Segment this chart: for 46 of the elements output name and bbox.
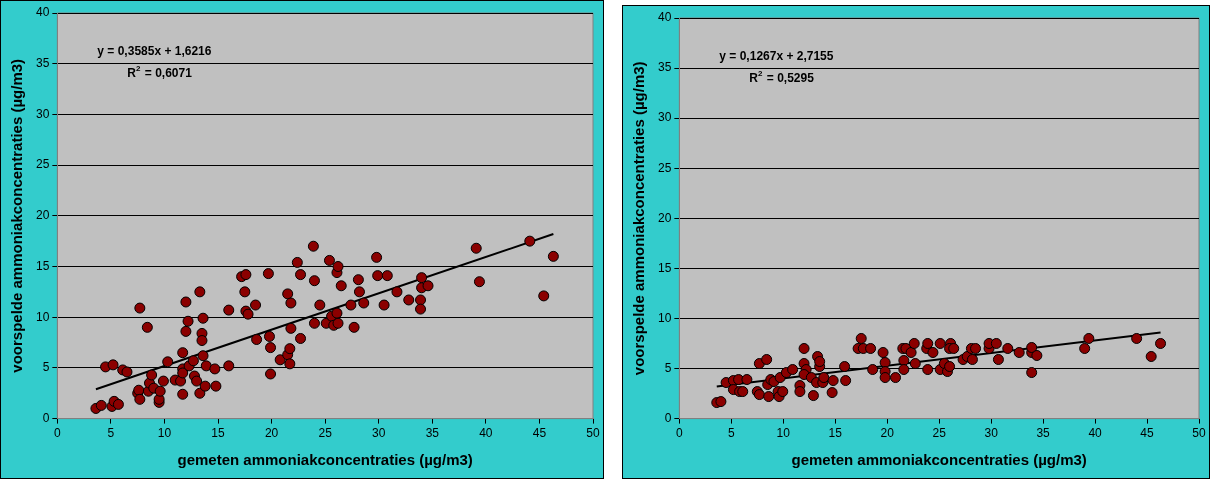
x-tick-label: 40 xyxy=(1088,426,1103,441)
x-tick-label: 0 xyxy=(676,426,683,441)
x-tick-label: 50 xyxy=(1192,426,1206,441)
x-tick-label: 25 xyxy=(318,426,333,441)
x-tick-label: 10 xyxy=(157,426,172,441)
x-tick-label: 5 xyxy=(727,426,735,441)
annotation: y = 0,1267x + 2,7155 xyxy=(719,49,834,63)
y-tick-label: 15 xyxy=(35,258,50,273)
y-tick-label: 10 xyxy=(35,309,50,324)
y-tick-label: 0 xyxy=(664,410,672,425)
x-tick-label: 35 xyxy=(425,426,440,441)
y-tick-label: 20 xyxy=(35,208,50,223)
x-tick-label: 30 xyxy=(984,426,999,441)
x-tick-label: 15 xyxy=(828,426,843,441)
x-tick-label: 45 xyxy=(532,426,547,441)
y-tick-label: 5 xyxy=(42,360,50,375)
y-tick-label: 30 xyxy=(657,110,672,125)
x-tick-label: 0 xyxy=(54,426,61,441)
x-tick-label: 20 xyxy=(880,426,895,441)
y-tick-label: 15 xyxy=(657,260,672,275)
y-tick-label: 10 xyxy=(657,310,672,325)
x-tick-label: 35 xyxy=(1036,426,1051,441)
y-tick-label: 5 xyxy=(664,360,672,375)
y-tick-label: 0 xyxy=(42,410,50,425)
x-tick-label: 20 xyxy=(264,426,279,441)
annotation: y = 0,3585x + 1,6216 xyxy=(97,44,212,58)
x-tick-label: 25 xyxy=(932,426,947,441)
y-tick-label: 25 xyxy=(657,160,672,175)
x-tick-label: 5 xyxy=(107,426,115,441)
y-tick-label: 25 xyxy=(35,157,50,172)
x-tick-label: 45 xyxy=(1140,426,1155,441)
x-tick-label: 10 xyxy=(776,426,791,441)
y-tick-label: 35 xyxy=(35,56,50,71)
x-tick-label: 15 xyxy=(211,426,226,441)
x-tick-label: 40 xyxy=(479,426,493,441)
y-tick-label: 35 xyxy=(657,60,672,75)
y-tick-label: 40 xyxy=(657,10,672,25)
y-axis-title: voorspelde ammoniakconcentraties (µg/m3) xyxy=(8,58,26,373)
x-tick-label: 50 xyxy=(586,426,600,441)
y-axis-title: voorspelde ammoniakconcentraties (µg/m3) xyxy=(630,61,648,376)
y-tick-label: 20 xyxy=(657,210,672,225)
x-axis-title: gemeten ammoniakconcentraties (µg/m3) xyxy=(177,451,473,469)
x-axis-title: gemeten ammoniakconcentraties (µg/m3) xyxy=(791,451,1087,469)
x-tick-label: 30 xyxy=(372,426,386,441)
y-tick-label: 40 xyxy=(35,5,50,20)
y-tick-label: 30 xyxy=(35,106,50,121)
